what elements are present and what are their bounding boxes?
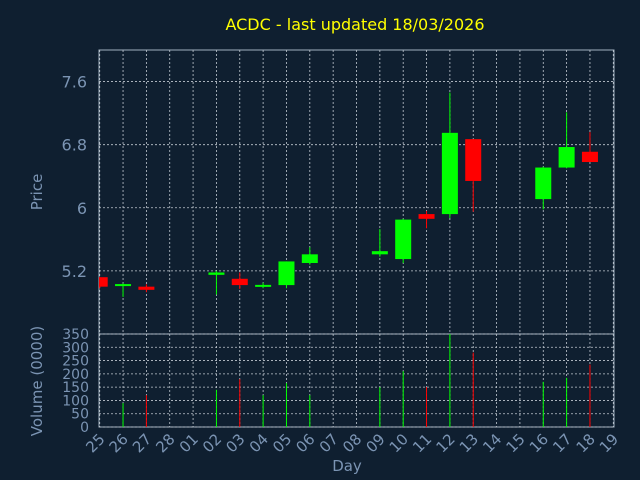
day-tick-label: 19 xyxy=(596,430,622,456)
candle xyxy=(99,277,108,289)
day-tick-label: 02 xyxy=(199,430,225,456)
candle-body xyxy=(441,132,458,215)
candle-body xyxy=(371,251,388,255)
volume-bars xyxy=(122,334,591,427)
price-tick-label: 6 xyxy=(77,199,87,218)
volume-tick-label: 50 xyxy=(71,407,89,423)
price-candles xyxy=(99,92,598,297)
day-tick-label: 14 xyxy=(479,430,505,456)
price-tick-label: 6.8 xyxy=(62,136,87,155)
day-tick-label: 26 xyxy=(106,430,132,456)
candle xyxy=(371,229,388,257)
volume-tick-label: 150 xyxy=(62,380,89,396)
candle xyxy=(535,166,552,210)
candle xyxy=(441,92,458,219)
price-tick-labels: 5.2 6 6.8 7.6 xyxy=(62,73,87,281)
day-tick-label: 01 xyxy=(176,430,202,456)
candle xyxy=(418,210,435,229)
day-tick-label: 04 xyxy=(246,430,272,456)
y-axis-label: Price xyxy=(28,174,46,211)
candle xyxy=(278,261,295,289)
volume-tick-label: 200 xyxy=(62,367,89,383)
x-axis-label: Day xyxy=(332,457,362,475)
volume-tick-label: 350 xyxy=(62,327,89,343)
day-tick-label: 15 xyxy=(503,430,529,456)
candle-body xyxy=(255,284,272,287)
candle-body xyxy=(535,167,552,200)
candle-body xyxy=(465,139,482,181)
candle-body xyxy=(395,219,412,260)
volume-tick-label: 100 xyxy=(62,393,89,409)
volume-tick-label: 300 xyxy=(62,340,89,356)
volume-axis-label: Volume (0000) xyxy=(28,326,46,436)
day-tick-label: 16 xyxy=(526,430,552,456)
day-tick-labels: 2526272801020304050607080910111213141516… xyxy=(82,430,622,456)
candle-body xyxy=(138,286,155,290)
candle-body xyxy=(99,277,108,287)
price-tick-label: 5.2 xyxy=(62,262,87,281)
day-tick-label: 07 xyxy=(316,430,342,456)
day-tick-label: 11 xyxy=(409,430,435,456)
candle xyxy=(208,270,225,295)
candle xyxy=(138,284,155,293)
candle-body xyxy=(278,261,295,286)
candle-body xyxy=(231,278,248,286)
candle-body xyxy=(418,214,435,219)
candle xyxy=(581,132,598,163)
day-tick-label: 05 xyxy=(269,430,295,456)
candle-body xyxy=(558,147,575,168)
candle-body xyxy=(301,254,318,263)
day-tick-label: 13 xyxy=(456,430,482,456)
candle xyxy=(395,218,412,263)
candle-body xyxy=(115,284,132,287)
candle xyxy=(465,139,482,212)
day-tick-label: 12 xyxy=(432,430,458,456)
day-tick-label: 08 xyxy=(339,430,365,456)
day-tick-label: 03 xyxy=(222,430,248,456)
candle xyxy=(558,112,575,169)
day-tick-label: 28 xyxy=(152,430,178,456)
day-tick-label: 27 xyxy=(129,430,155,456)
chart-title: ACDC - last updated 18/03/2026 xyxy=(225,15,484,34)
candle xyxy=(255,282,272,289)
day-tick-label: 09 xyxy=(362,430,388,456)
candle xyxy=(301,247,318,265)
volume-tick-label: 250 xyxy=(62,354,89,370)
day-tick-label: 06 xyxy=(292,430,318,456)
candle-body xyxy=(208,272,225,275)
price-tick-label: 7.6 xyxy=(62,73,87,92)
candle-body xyxy=(581,151,598,163)
day-tick-label: 18 xyxy=(573,430,599,456)
day-tick-label: 17 xyxy=(549,430,575,456)
candle xyxy=(115,283,132,297)
day-tick-label: 10 xyxy=(386,430,412,456)
candle xyxy=(231,272,248,290)
volume-tick-label: 0 xyxy=(80,420,89,436)
